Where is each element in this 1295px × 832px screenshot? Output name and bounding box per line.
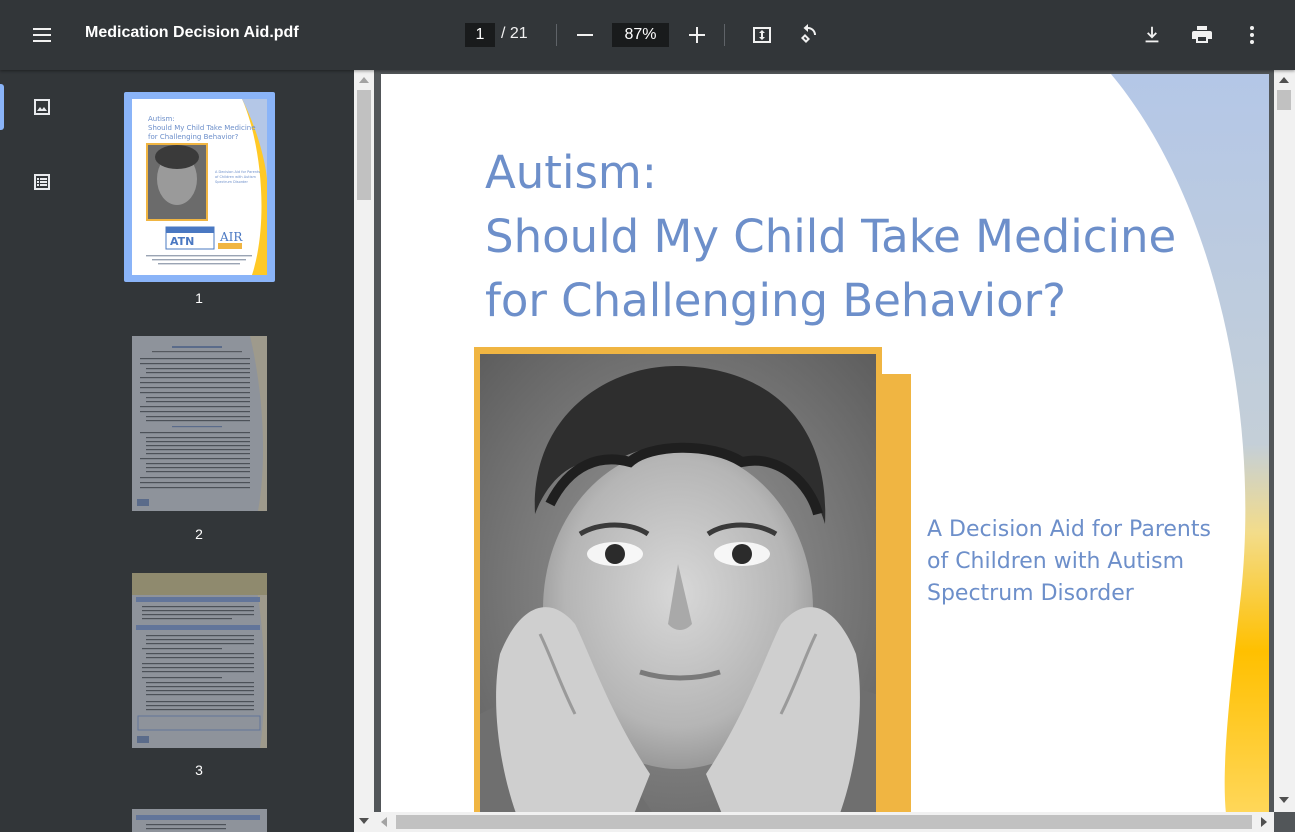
more-vert-icon: [1250, 26, 1254, 44]
page-subtitle-line-2: of Children with Autism: [927, 549, 1185, 574]
page-thumbnail-1[interactable]: Autism: Should My Child Take Medicine fo…: [132, 99, 267, 275]
page-subtitle-line-1: A Decision Aid for Parents: [927, 517, 1211, 542]
print-icon: [1192, 26, 1212, 43]
fit-to-page-icon: [753, 27, 771, 43]
thumb-title-line: Should My Child Take Medicine: [148, 124, 256, 132]
thumbnail-label-2: 2: [195, 526, 203, 542]
thumb-title-line: for Challenging Behavior?: [148, 133, 239, 141]
scroll-left-arrow-icon[interactable]: [381, 817, 387, 827]
rotate-button[interactable]: [790, 17, 826, 53]
print-button[interactable]: [1184, 17, 1220, 53]
scroll-up-arrow-icon[interactable]: [1279, 77, 1289, 83]
page-number-input[interactable]: 1: [465, 23, 495, 47]
more-options-button[interactable]: [1234, 17, 1270, 53]
thumbnail-2-preview: [132, 336, 267, 511]
thumbnail-label-1: 1: [195, 290, 203, 306]
page-title-line-1: Autism:: [485, 146, 657, 199]
minus-icon: [577, 34, 593, 36]
scroll-down-arrow-icon[interactable]: [1279, 797, 1289, 803]
page-subtitle-line-3: Spectrum Disorder: [927, 581, 1134, 606]
thumbnail-1-preview: Autism: Should My Child Take Medicine fo…: [132, 99, 267, 275]
sidebar: Autism: Should My Child Take Medicine fo…: [0, 70, 354, 832]
thumb-title-line: Autism:: [148, 115, 175, 123]
document-horizontal-scrollbar[interactable]: [374, 812, 1274, 832]
download-icon: [1145, 26, 1159, 43]
thumb-logo-atn: ATN: [170, 235, 194, 248]
zoom-level-input[interactable]: 87%: [612, 23, 669, 47]
document-title: Medication Decision Aid.pdf: [85, 24, 299, 41]
page-background-art: [1111, 74, 1269, 814]
thumb-subtitle-line: of Children with Autism: [215, 175, 256, 179]
rotate-icon: [801, 24, 816, 43]
thumb-subtitle-line: A Decision Aid for Parents: [215, 170, 260, 174]
thumbnails-view-icon: [34, 99, 50, 115]
pdf-toolbar: Medication Decision Aid.pdf 1 / 21 87%: [0, 0, 1295, 70]
outline-view-icon: [34, 174, 50, 190]
fit-to-page-button[interactable]: [744, 17, 780, 53]
horizontal-scroll-thumb[interactable]: [396, 815, 1252, 829]
page-subtitle: A Decision Aid for Parents of Children w…: [927, 514, 1211, 610]
page-title-line-2: Should My Child Take Medicine: [485, 210, 1177, 263]
thumb-logo-air: AIR: [219, 230, 243, 244]
toolbar-divider: [724, 24, 725, 46]
page-thumbnail-2[interactable]: [132, 336, 267, 511]
toolbar-divider: [556, 24, 557, 46]
document-scroll-thumb[interactable]: [1277, 90, 1291, 110]
outline-view-button[interactable]: [27, 167, 57, 197]
plus-icon: [689, 27, 705, 43]
active-view-indicator: [0, 84, 4, 130]
scroll-down-arrow-icon[interactable]: [359, 818, 369, 824]
scroll-up-arrow-icon[interactable]: [359, 77, 369, 83]
child-photo: [480, 354, 876, 814]
scroll-right-arrow-icon[interactable]: [1261, 817, 1267, 827]
thumbnail-3-preview: [132, 573, 267, 748]
sidebar-scrollbar[interactable]: [354, 70, 374, 832]
page-total: / 21: [501, 25, 528, 42]
document-vertical-scrollbar[interactable]: [1274, 70, 1295, 812]
thumbnail-4-preview: [132, 809, 267, 832]
page-thumbnail-4[interactable]: [132, 809, 267, 832]
sidebar-scroll-thumb[interactable]: [357, 90, 371, 200]
zoom-out-button[interactable]: [568, 17, 602, 53]
thumbnails-view-button[interactable]: [27, 92, 57, 122]
menu-button[interactable]: [22, 15, 62, 55]
page-thumbnail-3[interactable]: [132, 573, 267, 748]
menu-icon: [33, 28, 51, 42]
thumbnail-label-3: 3: [195, 762, 203, 778]
thumb-subtitle-line: Spectrum Disorder: [215, 180, 248, 184]
page-title-line-3: for Challenging Behavior?: [485, 274, 1067, 327]
child-photo-illustration: [480, 354, 876, 814]
download-button[interactable]: [1134, 17, 1170, 53]
pdf-page-1: Autism: Should My Child Take Medicine fo…: [381, 74, 1269, 814]
zoom-in-button[interactable]: [680, 17, 714, 53]
